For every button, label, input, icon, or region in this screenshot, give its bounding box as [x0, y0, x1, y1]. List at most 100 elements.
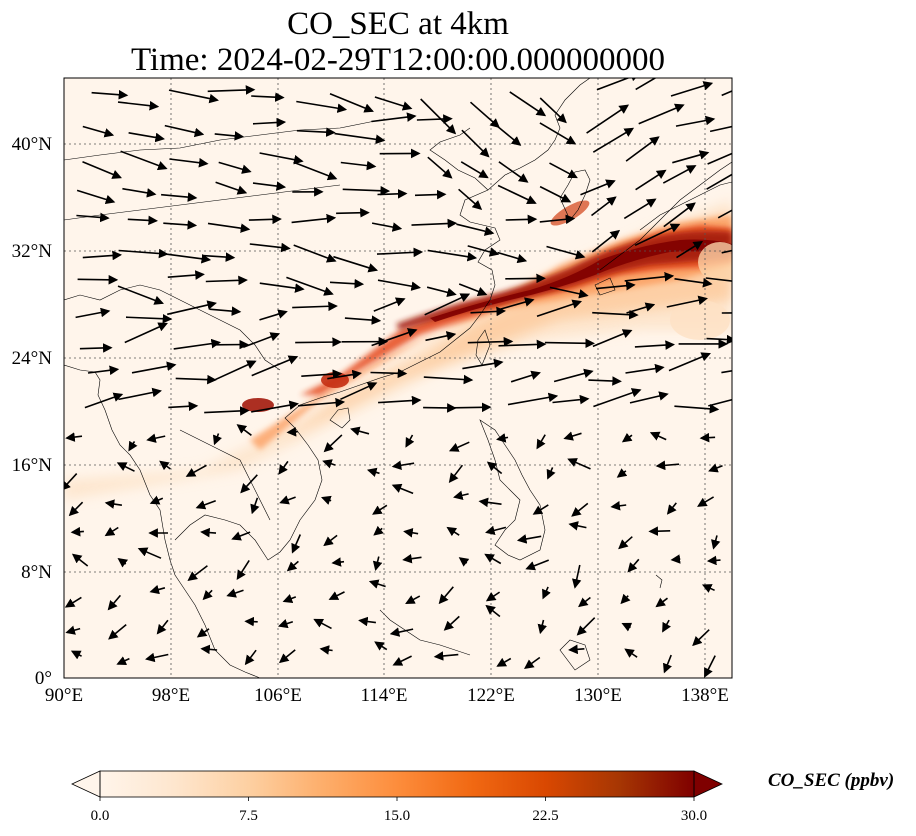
wind-arrow [542, 586, 551, 600]
wind-arrow [159, 460, 171, 471]
wind-arrow [701, 584, 715, 593]
wind-arrow [122, 187, 157, 198]
wind-arrow [65, 432, 83, 442]
wind-arrow [423, 403, 457, 413]
wind-arrow [403, 528, 419, 538]
wind-arrow [425, 331, 457, 342]
wind-arrow [496, 297, 535, 311]
wind-arrow [485, 591, 501, 602]
wind-arrow [498, 339, 547, 350]
wind-arrow [549, 286, 589, 299]
wind-arrow [536, 299, 583, 318]
lon-label: 90°E [45, 685, 83, 706]
wind-arrow [200, 644, 218, 655]
wind-arrow [427, 156, 453, 179]
wind-arrow [131, 361, 177, 374]
colorbar-gradient [100, 771, 694, 797]
wind-arrow [593, 388, 642, 408]
wind-arrow [578, 596, 591, 608]
wind-arrow [291, 213, 337, 224]
wind-arrow [438, 586, 454, 605]
lat-label: 8°N [21, 562, 52, 583]
wind-arrow [340, 160, 377, 171]
wind-arrow [470, 306, 506, 317]
wind-arrow [674, 404, 720, 414]
wind-arrow [340, 382, 378, 401]
wind-arrow [592, 127, 635, 153]
wind-arrow [416, 114, 453, 124]
wind-arrow [707, 152, 732, 165]
wind-arrow [205, 275, 248, 286]
wind-arrow [323, 434, 343, 453]
wind-arrow [185, 464, 207, 477]
wind-arrow [350, 426, 370, 436]
wind-arrow [485, 525, 507, 536]
wind-arrow [625, 363, 665, 374]
wind-arrow [156, 619, 169, 635]
wind-arrow [163, 253, 212, 264]
wind-arrow [187, 565, 208, 581]
wind-arrow [149, 495, 164, 505]
wind-arrow [370, 368, 408, 379]
wind-arrow [510, 370, 541, 383]
wind-arrow [373, 297, 406, 312]
wind-arrow [456, 223, 495, 236]
wind-arrow [405, 595, 421, 604]
wind-arrow [286, 276, 334, 296]
wind-arrow [327, 369, 362, 380]
wind-arrow [516, 534, 542, 544]
wind-arrow [497, 184, 537, 205]
wind-arrow [373, 525, 384, 536]
lat-label: 32°N [12, 241, 53, 262]
wind-arrow [70, 650, 82, 660]
wind-arrow [638, 103, 685, 125]
wind-arrow [251, 92, 285, 102]
wind-arrow [259, 152, 304, 165]
wind-arrow [207, 222, 251, 233]
wind-arrow [116, 462, 135, 472]
map-panel [64, 78, 732, 678]
wind-arrow [635, 78, 657, 91]
wind-arrow [64, 596, 82, 608]
wind-arrow [82, 125, 115, 138]
wind-arrow [259, 282, 305, 293]
wind-arrow [509, 91, 547, 117]
lon-label: 138°E [681, 685, 729, 706]
wind-arrow [705, 277, 732, 282]
wind-arrow [329, 278, 365, 289]
wind-arrow [236, 424, 252, 436]
wind-arrow [118, 387, 162, 401]
wind-arrow [505, 214, 538, 225]
wind-arrow [68, 501, 84, 517]
wind-arrow [77, 274, 119, 285]
wind-arrow [592, 329, 633, 348]
wind-arrow [374, 641, 388, 651]
wind-arrow [571, 564, 582, 589]
wind-arrow [391, 460, 415, 470]
wind-arrow [226, 588, 244, 598]
wind-arrow [76, 189, 116, 205]
wind-arrow [329, 93, 374, 113]
wind-arrow [576, 617, 596, 636]
wind-arrow [200, 527, 217, 538]
wind-arrow [446, 526, 460, 537]
wind-arrow [236, 559, 250, 581]
wind-arrow [635, 169, 667, 191]
wind-arrow [295, 337, 342, 347]
wind-arrow [296, 100, 348, 113]
wind-arrow [580, 179, 616, 196]
wind-arrow [167, 270, 205, 280]
wind-arrow [161, 192, 198, 202]
wind-arrow [706, 555, 721, 566]
wind-arrow [377, 189, 408, 199]
wind-arrow [371, 112, 417, 123]
wind-arrow [674, 278, 713, 288]
wind-arrow [467, 336, 514, 347]
gridlines [64, 78, 732, 678]
wind-arrow [378, 395, 422, 406]
lon-label: 114°E [361, 685, 408, 706]
wind-arrow [163, 220, 198, 230]
wind-arrow [374, 96, 413, 111]
wind-arrow [215, 181, 248, 195]
wind-arrow [244, 616, 258, 627]
